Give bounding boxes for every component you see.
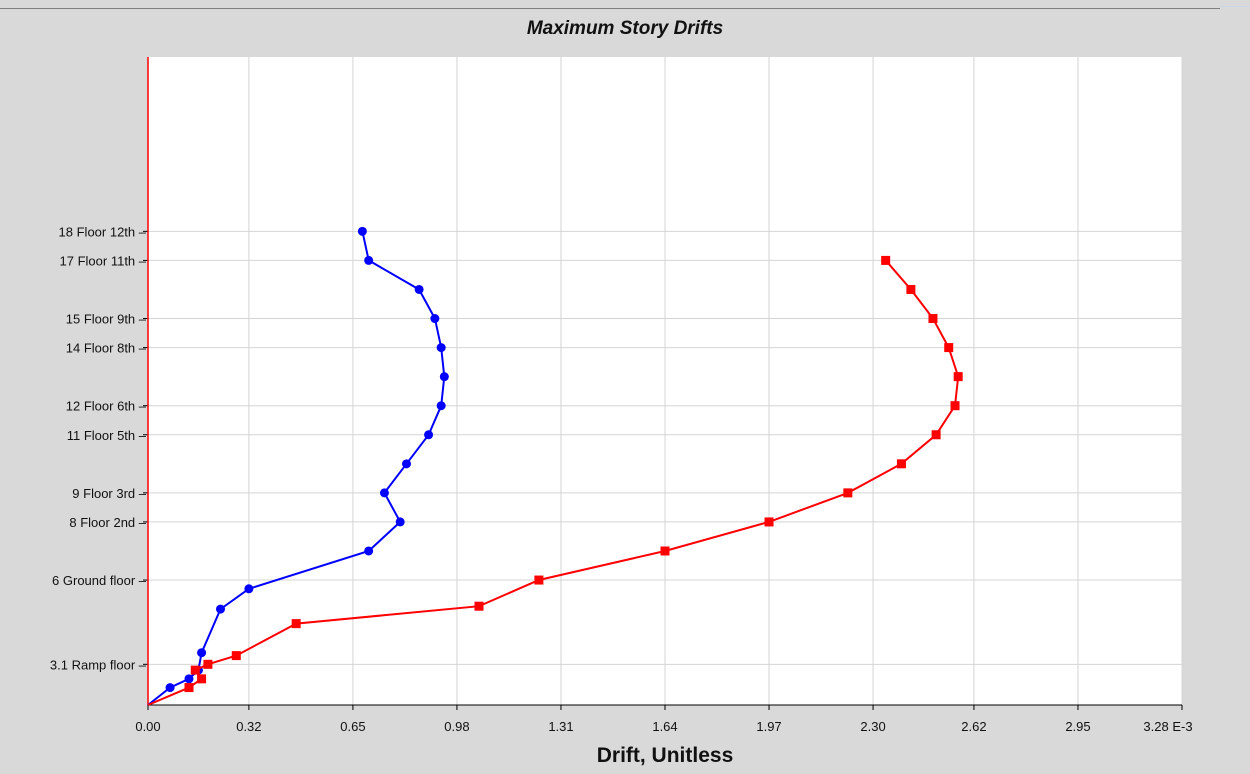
series-1-point xyxy=(216,604,226,614)
x-tick-label: 0.65 xyxy=(340,719,365,734)
series-1-point xyxy=(436,343,446,353)
series-1-point xyxy=(244,584,254,594)
x-tick-label: 1.64 xyxy=(652,719,677,734)
series-1-point xyxy=(364,255,374,265)
data-series xyxy=(147,226,963,706)
y-tick-label: 14 Floor 8th – xyxy=(66,341,147,356)
series-1-point xyxy=(197,648,207,658)
series-2-point xyxy=(184,683,194,693)
series-2-point xyxy=(953,372,963,382)
series-1-point xyxy=(402,459,411,469)
x-tick-label: 2.95 xyxy=(1065,719,1090,734)
series-2-point xyxy=(231,651,241,661)
x-tick-label: 0.00 xyxy=(135,719,160,734)
x-tick-label: 2.30 xyxy=(860,719,885,734)
series-1-point xyxy=(184,674,194,684)
x-tick-label: 0.98 xyxy=(444,719,469,734)
series-2-point xyxy=(950,401,960,411)
series-2-point xyxy=(931,430,941,440)
series-1-point xyxy=(424,430,434,440)
y-tick-label: 6 Ground floor – xyxy=(52,573,147,588)
window-top-border-accent xyxy=(1220,6,1250,7)
series-2-point xyxy=(534,575,544,585)
y-tick-label: 8 Floor 2nd – xyxy=(69,515,146,530)
chart-title: Maximum Story Drifts xyxy=(526,18,724,39)
series-2-point xyxy=(906,284,916,294)
y-tick-label: 3.1 Ramp floor – xyxy=(50,657,147,672)
y-tick-label: 15 Floor 9th – xyxy=(66,312,147,327)
series-2-point xyxy=(764,517,774,527)
series-1-point xyxy=(439,372,449,382)
series-2-point xyxy=(197,674,207,684)
series-1-point xyxy=(165,683,175,693)
y-tick-label: 9 Floor 3rd – xyxy=(72,486,146,501)
x-tick-label: 1.31 xyxy=(548,719,573,734)
series-1-point xyxy=(357,226,367,236)
x-tick-label: 1.97 xyxy=(756,719,781,734)
grid-lines xyxy=(143,57,1183,710)
x-tick-label: 0.32 xyxy=(236,719,261,734)
series-2-point xyxy=(896,459,906,469)
series-2-point xyxy=(843,488,853,498)
series-1-point xyxy=(414,284,424,294)
series-1-point xyxy=(364,546,374,556)
window-top-border xyxy=(0,8,1220,9)
series-2-point xyxy=(203,659,213,669)
series-2-point xyxy=(944,343,954,353)
x-tick-labels: 0.00 0.32 0.65 0.98 1.31 1.64 1.97 2.30 2.62 2.95… xyxy=(135,719,1192,734)
y-tick-label: 17 Floor 11th – xyxy=(60,253,147,268)
y-tick-label: 18 Floor 12th – xyxy=(59,224,147,239)
series-1-point xyxy=(379,488,389,498)
x-tick-label: 3.28 E-3 xyxy=(1143,719,1192,734)
series-2-point xyxy=(928,314,938,324)
y-tick-labels: 18 Floor 12th – 17 Floor 11th – 15 Floor 9… xyxy=(50,224,147,672)
x-tick-label: 2.62 xyxy=(961,719,986,734)
series-2-point xyxy=(660,546,670,556)
series-1-point xyxy=(430,314,440,324)
y-tick-label: 11 Floor 5th – xyxy=(67,428,147,443)
series-2-point xyxy=(474,601,484,611)
series-2-point xyxy=(881,255,891,265)
series-2-point xyxy=(291,619,301,629)
x-axis-title: Drift, Unitless xyxy=(596,744,734,767)
series-1-point xyxy=(436,401,446,411)
series-1-point xyxy=(395,517,405,527)
series-2-point xyxy=(190,665,200,675)
y-tick-label: 12 Floor 6th – xyxy=(66,399,147,414)
